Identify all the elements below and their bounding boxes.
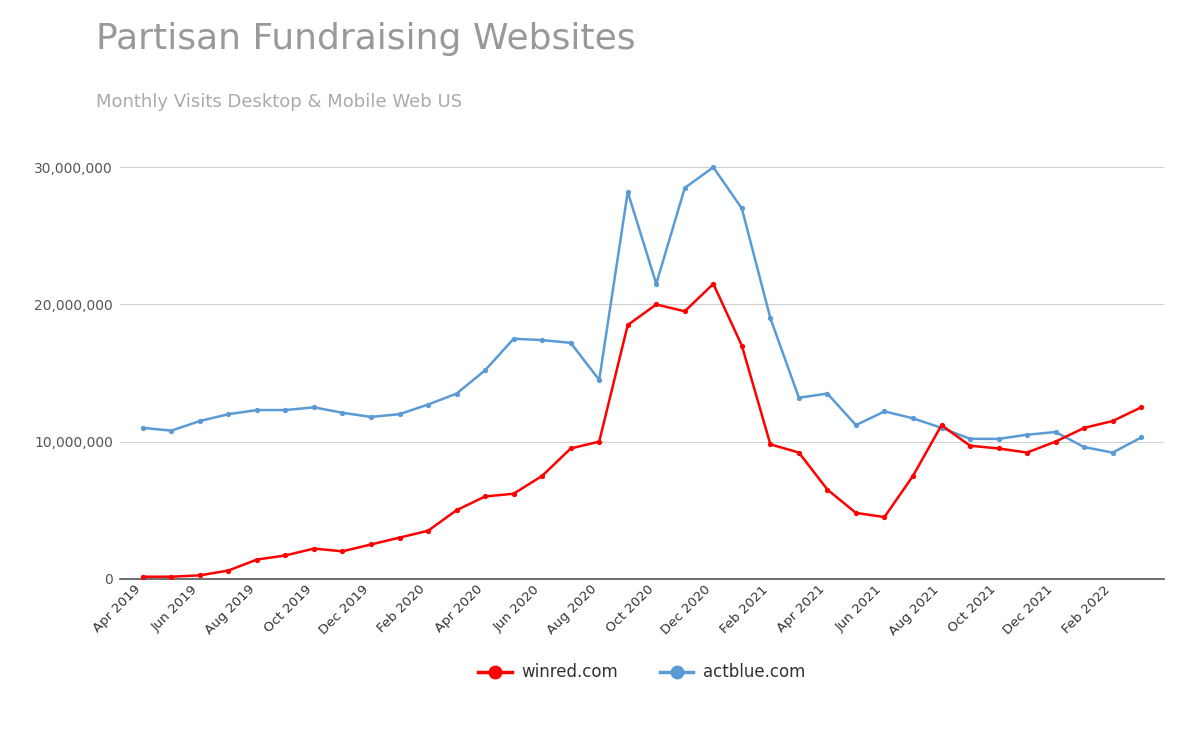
Text: Partisan Fundraising Websites: Partisan Fundraising Websites bbox=[96, 22, 636, 56]
Text: Monthly Visits Desktop & Mobile Web US: Monthly Visits Desktop & Mobile Web US bbox=[96, 93, 462, 111]
Legend: winred.com, actblue.com: winred.com, actblue.com bbox=[472, 657, 812, 688]
